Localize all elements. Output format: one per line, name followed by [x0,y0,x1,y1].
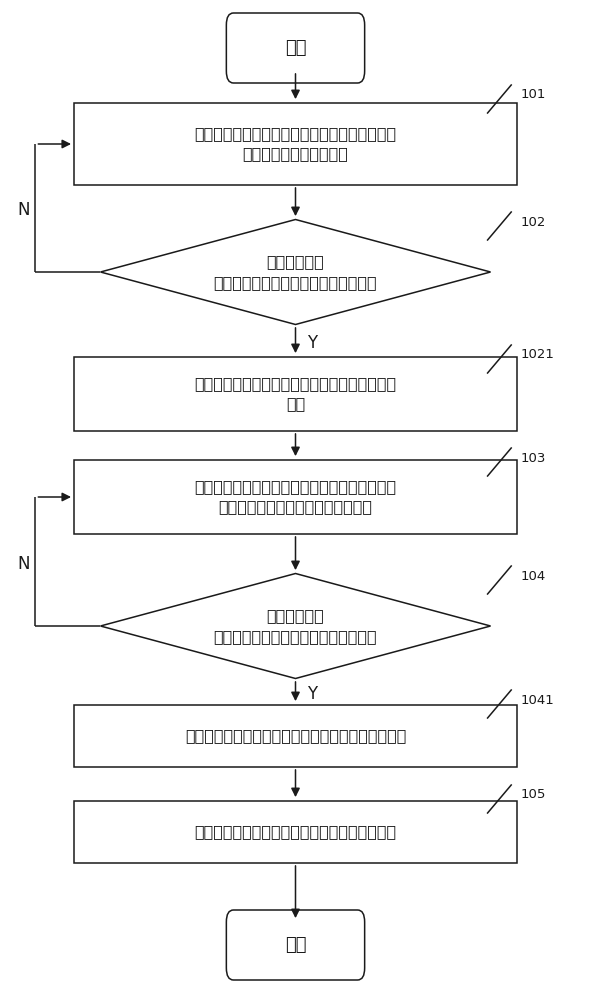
Text: N: N [17,201,30,219]
Text: 根据第二优解集合对所述离子飞行轨迹进行分析: 根据第二优解集合对所述离子飞行轨迹进行分析 [194,824,397,840]
Text: 第一分辨率集合中的极大值不变，生成第一优解
集合: 第一分辨率集合中的极大值不变，生成第一优解 集合 [194,377,397,411]
Text: 1041: 1041 [520,694,554,706]
Text: N: N [17,555,30,573]
Text: 104: 104 [520,570,545,582]
Text: 据预定义的多个电极初始电压值进行离子模拟运
动，生成第一分辨率集合: 据预定义的多个电极初始电压值进行离子模拟运 动，生成第一分辨率集合 [194,127,397,161]
Polygon shape [100,220,491,324]
FancyBboxPatch shape [74,103,517,185]
FancyBboxPatch shape [74,460,517,534]
Text: 102: 102 [520,216,545,229]
FancyBboxPatch shape [226,910,365,980]
Text: 结束: 结束 [285,936,306,954]
Text: 第二分辨率集合中的极大值不变，生成第二优解集合: 第二分辨率集合中的极大值不变，生成第二优解集合 [185,728,406,744]
Text: 105: 105 [520,788,545,802]
Text: 根据第一搜索
条件第一分辨率集合是否变化进行判断: 根据第一搜索 条件第一分辨率集合是否变化进行判断 [214,254,377,290]
FancyBboxPatch shape [74,357,517,431]
Polygon shape [100,574,491,678]
Text: 103: 103 [520,452,545,464]
Text: 开始: 开始 [285,39,306,57]
Text: 根据第二搜索
条件第二分辨率集合是否变化进行判断: 根据第二搜索 条件第二分辨率集合是否变化进行判断 [214,608,377,644]
FancyBboxPatch shape [226,13,365,83]
FancyBboxPatch shape [74,705,517,767]
Text: Y: Y [307,334,317,352]
Text: Y: Y [307,685,317,703]
Text: 101: 101 [520,89,545,102]
Text: 根据第一优解集合对应的多个电极的电压值进行
离子模拟运动，生成第二分辨率集合: 根据第一优解集合对应的多个电极的电压值进行 离子模拟运动，生成第二分辨率集合 [194,480,397,514]
Text: 1021: 1021 [520,349,554,361]
FancyBboxPatch shape [74,801,517,863]
